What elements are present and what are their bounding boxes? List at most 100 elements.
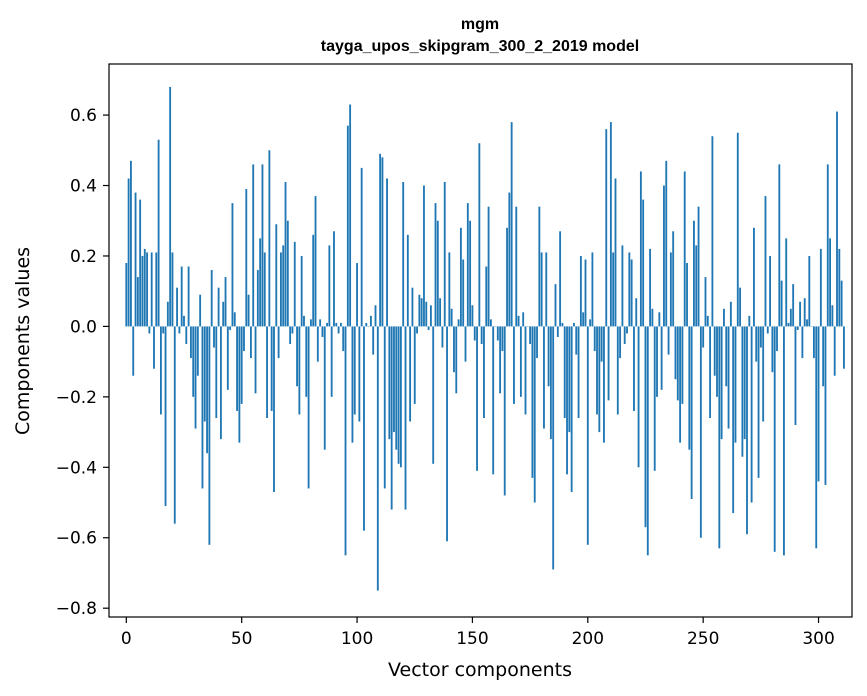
- bar-40: [217, 287, 220, 327]
- bar-219: [630, 259, 633, 327]
- bar-106: [369, 315, 372, 327]
- bar-301: [819, 248, 822, 327]
- bar-292: [799, 301, 802, 327]
- bar-223: [639, 171, 642, 327]
- bar-154: [480, 326, 483, 345]
- y-axis-label: Components values: [12, 247, 34, 435]
- bar-85: [321, 326, 324, 337]
- bar-269: [746, 326, 748, 535]
- bar-246: [693, 220, 695, 327]
- bar-210: [609, 122, 612, 327]
- bar-291: [796, 326, 799, 330]
- bar-299: [815, 326, 818, 549]
- bar-13: [155, 252, 158, 327]
- bar-235: [667, 326, 670, 355]
- bar-151: [473, 326, 476, 341]
- bar-92: [337, 326, 340, 334]
- bar-140: [448, 252, 451, 327]
- bar-304: [826, 164, 829, 327]
- bar-44: [226, 326, 229, 390]
- bar-155: [483, 326, 485, 418]
- bar-185: [552, 326, 555, 570]
- bar-56: [254, 326, 257, 394]
- y-tick-label: −0.6: [56, 529, 97, 549]
- bar-62: [268, 150, 271, 327]
- bar-77: [303, 315, 305, 327]
- bar-197: [579, 255, 582, 327]
- bar-306: [831, 305, 834, 327]
- bar-70: [286, 220, 289, 327]
- x-tick-label: 50: [231, 629, 253, 649]
- bar-222: [637, 326, 640, 468]
- bar-90: [333, 231, 335, 327]
- bar-139: [446, 326, 448, 542]
- bar-248: [697, 206, 700, 327]
- bar-28: [189, 326, 192, 359]
- bar-220: [633, 326, 635, 411]
- bar-187: [556, 326, 559, 337]
- bar-16: [162, 326, 165, 334]
- bar-103: [363, 326, 365, 531]
- bar-6: [139, 199, 142, 327]
- bar-267: [741, 326, 744, 457]
- bar-177: [533, 326, 536, 503]
- bar-88: [328, 245, 331, 327]
- bar-179: [538, 206, 541, 327]
- bar-118: [397, 326, 400, 464]
- bar-125: [413, 326, 416, 404]
- bar-200: [586, 326, 589, 545]
- bars-group: [125, 86, 845, 591]
- bar-224: [642, 199, 645, 327]
- y-axis-ticks: 0.6 0.4 0.2 0.0 −0.2 −0.4 −0.6 −0.8: [56, 106, 109, 619]
- bar-29: [192, 326, 195, 397]
- bar-163: [501, 326, 504, 352]
- bar-168: [513, 326, 515, 404]
- bar-256: [716, 326, 718, 397]
- bar-50: [240, 326, 243, 404]
- bar-215: [621, 245, 624, 327]
- bar-133: [432, 326, 435, 464]
- bar-112: [383, 326, 386, 489]
- bar-176: [531, 326, 534, 478]
- bar-47: [233, 312, 236, 327]
- bar-5: [136, 277, 139, 327]
- bar-254: [711, 136, 714, 327]
- bar-65: [275, 224, 278, 327]
- bar-122: [406, 234, 409, 327]
- bar-255: [713, 326, 716, 376]
- bar-286: [785, 238, 788, 327]
- bar-239: [676, 326, 679, 401]
- bar-293: [801, 326, 804, 359]
- bar-78: [305, 326, 308, 397]
- bar-91: [335, 322, 338, 327]
- bar-96: [346, 125, 349, 327]
- y-tick-label: 0.0: [70, 317, 97, 337]
- bar-127: [418, 294, 421, 327]
- bar-135: [436, 220, 439, 327]
- bar-188: [559, 231, 562, 327]
- bar-38: [213, 326, 215, 348]
- bar-268: [743, 326, 746, 440]
- bar-148: [466, 203, 469, 327]
- bar-7: [141, 255, 144, 327]
- bar-263: [732, 326, 735, 514]
- bar-69: [284, 181, 287, 327]
- bar-280: [771, 326, 774, 373]
- bar-150: [471, 305, 474, 327]
- bar-143: [455, 326, 458, 394]
- bar-266: [739, 287, 742, 327]
- bar-115: [390, 326, 393, 510]
- bar-208: [605, 129, 608, 327]
- bar-121: [404, 326, 407, 510]
- bar-189: [561, 322, 564, 327]
- bar-213: [616, 326, 619, 415]
- bar-284: [780, 280, 783, 327]
- bar-130: [425, 301, 428, 327]
- bar-45: [229, 326, 232, 330]
- bar-203: [593, 326, 596, 352]
- bar-98: [351, 326, 354, 443]
- bar-101: [358, 326, 361, 422]
- bar-234: [665, 160, 668, 327]
- bar-276: [762, 326, 765, 422]
- bar-193: [570, 326, 573, 492]
